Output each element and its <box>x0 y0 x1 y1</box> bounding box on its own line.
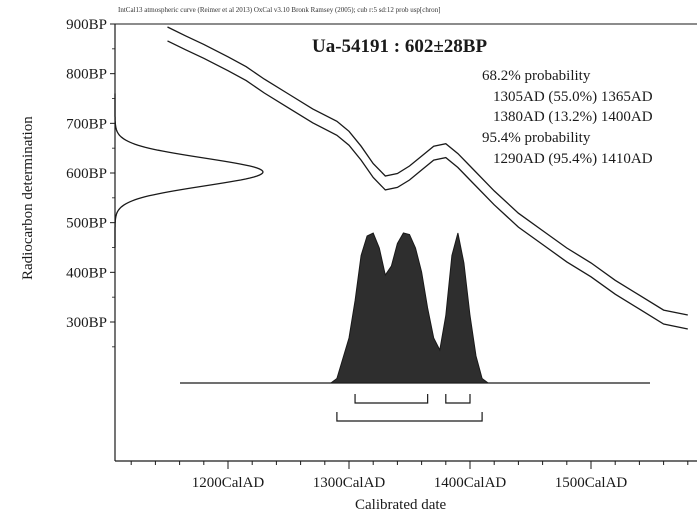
x-axis-ticks: 1200CalAD 1300CalAD 1400CalAD 1500CalAD <box>130 461 689 491</box>
distribution-area <box>329 232 490 384</box>
annotation-95-range: 1290AD (95.4%) 1410AD <box>493 151 653 167</box>
y-tick-label-700: 700BP <box>66 116 107 132</box>
y-axis-ticks: 900BP 800BP 700BP 600BP 500BP 400BP 300BP <box>66 17 115 348</box>
calibrated-distribution <box>180 232 650 384</box>
annotation-68-range-2: 1380AD (13.2%) 1400AD <box>493 109 653 125</box>
calibration-info: IntCal13 atmospheric curve (Reimer et al… <box>118 6 441 14</box>
y-tick-label-900: 900BP <box>66 17 107 33</box>
y-tick-label-800: 800BP <box>66 67 107 83</box>
range-bracket-68.2-0 <box>354 394 429 404</box>
annotation-68-range-1: 1305AD (55.0%) 1365AD <box>493 89 653 105</box>
probability-ranges <box>336 394 483 422</box>
radiocarbon-gaussian-line <box>114 93 264 248</box>
annotation-95-heading: 95.4% probability <box>482 130 591 146</box>
y-tick-label-400: 400BP <box>66 265 107 281</box>
y-axis-label: Radiocarbon determination <box>20 116 36 280</box>
y-tick-label-500: 500BP <box>66 216 107 232</box>
range-bracket-95.4-2 <box>336 412 483 422</box>
y-tick-label-600: 600BP <box>66 166 107 182</box>
x-tick-label-1500: 1500CalAD <box>555 475 628 491</box>
range-bracket-68.2-1 <box>445 394 471 404</box>
calibration-curve <box>167 26 688 330</box>
chart-title: Ua-54191 : 602±28BP <box>312 36 488 57</box>
x-tick-label-1300: 1300CalAD <box>313 475 386 491</box>
annotation-68-heading: 68.2% probability <box>482 68 591 84</box>
y-tick-label-300: 300BP <box>66 315 107 331</box>
radiocarbon-gaussian <box>114 93 264 248</box>
x-axis-label: Calibrated date <box>355 497 447 513</box>
x-tick-label-1200: 1200CalAD <box>192 475 265 491</box>
x-tick-label-1400: 1400CalAD <box>434 475 507 491</box>
curve-lower-line <box>167 40 688 330</box>
curve-upper-line <box>167 26 688 316</box>
